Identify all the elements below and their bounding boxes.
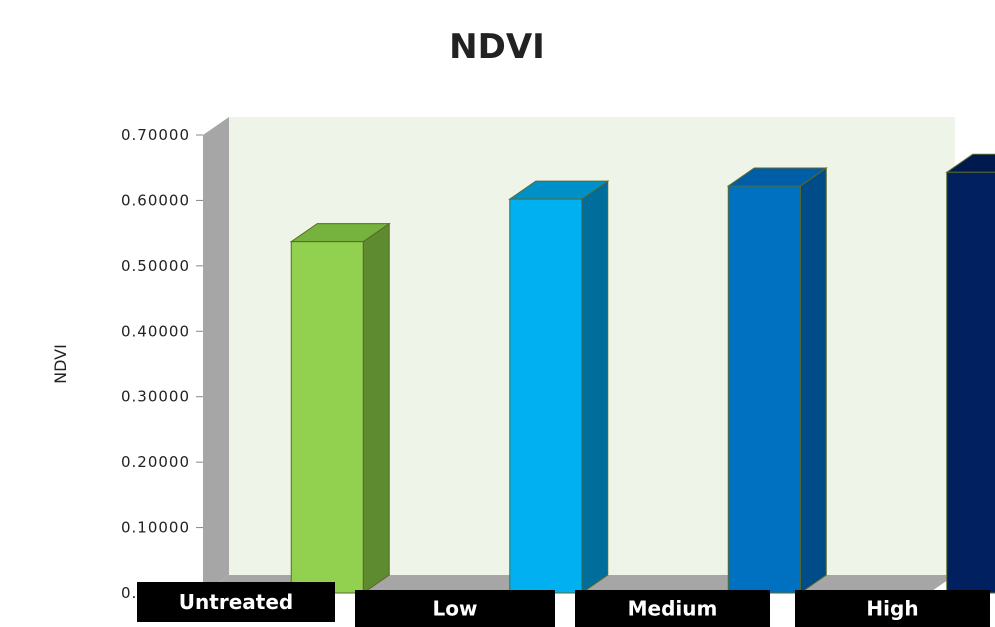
category-label-text: Low: [433, 597, 478, 621]
category-label-text: High: [866, 597, 918, 621]
bar-front: [509, 198, 583, 594]
category-labels: Untreated Low Medium High: [137, 582, 990, 627]
bar-side: [581, 180, 609, 594]
category-label-box: [795, 590, 990, 627]
y-tick-label: 0.50000: [121, 257, 190, 275]
category-label-box: [137, 582, 335, 622]
y-axis-ticks: 0.000000.100000.200000.300000.400000.500…: [121, 126, 203, 602]
y-tick-label: 0.60000: [121, 191, 190, 209]
bar-medium: [726, 167, 828, 594]
bar-untreated: [289, 222, 391, 594]
bar-series: [289, 153, 995, 594]
y-tick-label: 0.20000: [121, 453, 190, 471]
y-tick-label: 0.70000: [121, 126, 190, 144]
y-tick-label: 0.30000: [121, 388, 190, 406]
bar-high: [945, 153, 995, 594]
bar-front: [727, 185, 801, 594]
bar-side: [362, 222, 390, 594]
y-axis-title: NDVI: [51, 344, 70, 384]
y-tick-label: 0.40000: [121, 322, 190, 340]
category-label-untreated: Untreated: [137, 582, 335, 622]
y-tick-label: 0.10000: [121, 519, 190, 537]
category-label-high: High: [795, 590, 990, 627]
category-label-text: Medium: [628, 597, 718, 621]
bar-front: [290, 241, 364, 594]
category-label-text: Untreated: [179, 590, 293, 614]
category-label-box: [355, 590, 555, 627]
chart-title: NDVI: [449, 27, 545, 67]
bar-side: [799, 167, 827, 594]
category-label-medium: Medium: [575, 590, 770, 627]
bar-front: [946, 171, 995, 594]
bar-low: [508, 180, 610, 594]
category-label-box: [575, 590, 770, 627]
category-label-low: Low: [355, 590, 555, 627]
side-wall: [203, 117, 229, 593]
